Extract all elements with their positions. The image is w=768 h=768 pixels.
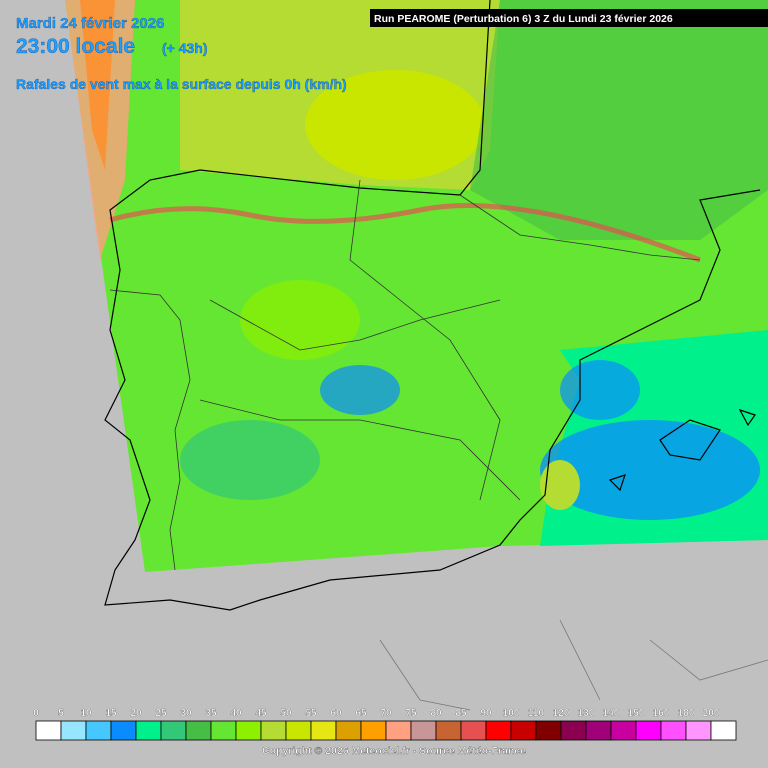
legend-swatch xyxy=(235,720,262,741)
low-gust-area xyxy=(540,420,760,520)
legend-label: 85 xyxy=(455,708,467,719)
legend-swatch xyxy=(635,720,662,741)
legend-swatch xyxy=(660,720,687,741)
legend-label: 90 xyxy=(480,708,492,719)
legend-label: 25 xyxy=(155,708,167,719)
legend-swatch xyxy=(185,720,212,741)
africa-borders xyxy=(379,619,768,711)
legend-swatch xyxy=(310,720,337,741)
legend-swatch xyxy=(110,720,137,741)
legend-label: 110 xyxy=(528,708,545,719)
legend-label: 30 xyxy=(180,708,192,719)
gust-area xyxy=(240,280,360,360)
legend-swatch xyxy=(460,720,487,741)
legend-label: 15 xyxy=(105,708,117,719)
legend-label: 150 xyxy=(628,708,645,719)
legend-swatch xyxy=(385,720,412,741)
low-gust-area xyxy=(320,365,400,415)
legend-swatch xyxy=(210,720,237,741)
legend-label: 35 xyxy=(205,708,217,719)
gust-area xyxy=(470,0,768,240)
legend-swatch xyxy=(135,720,162,741)
legend-swatch xyxy=(410,720,437,741)
borders xyxy=(109,179,701,571)
legend-swatch xyxy=(610,720,637,741)
legend-swatch xyxy=(60,720,87,741)
legend: 0 5 10 15 20 25 30 35 40 45 50 55 60 65 70 75 80 85 90 100 1… xyxy=(33,708,737,741)
legend-label: 65 xyxy=(355,708,367,719)
legend-label: 180 xyxy=(678,708,695,719)
legend-label: 120 xyxy=(553,708,570,719)
legend-label: 130 xyxy=(578,708,595,719)
legend-swatch xyxy=(560,720,587,741)
legend-label: 60 xyxy=(330,708,342,719)
legend-label: 160 xyxy=(653,708,670,719)
legend-label: 0 xyxy=(33,708,39,719)
legend-swatch xyxy=(585,720,612,741)
parameter: Rafales de vent max à la surface depuis … xyxy=(16,76,347,92)
legend-label: 50 xyxy=(280,708,292,719)
gust-area xyxy=(305,70,485,180)
legend-swatch xyxy=(35,720,62,741)
legend-swatch xyxy=(360,720,387,741)
copyright: Copyright © 2026 Meteociel.fr - Source M… xyxy=(262,745,526,757)
low-gust-area xyxy=(560,360,640,420)
legend-swatch xyxy=(535,720,562,741)
legend-swatch xyxy=(285,720,312,741)
legend-swatch xyxy=(435,720,462,741)
legend-label: 40 xyxy=(230,708,242,719)
legend-swatch xyxy=(260,720,287,741)
legend-label: 20 xyxy=(130,708,142,719)
run-banner xyxy=(370,9,768,27)
legend-swatch xyxy=(710,720,737,741)
legend-label: 100 xyxy=(503,708,520,719)
gust-area xyxy=(180,420,320,500)
legend-swatch xyxy=(510,720,537,741)
legend-swatch xyxy=(85,720,112,741)
strong-gust-area xyxy=(80,0,115,170)
legend-label: 140 xyxy=(603,708,620,719)
legend-swatch xyxy=(485,720,512,741)
gust-area xyxy=(540,460,580,510)
lead-time: (+ 43h) xyxy=(162,40,208,56)
coastlines xyxy=(104,0,761,611)
legend-label: 75 xyxy=(405,708,417,719)
legend-label: 10 xyxy=(80,708,92,719)
legend-label: 55 xyxy=(305,708,317,719)
legend-label: 70 xyxy=(380,708,392,719)
date: Mardi 24 février 2026 xyxy=(16,15,164,32)
legend-swatch xyxy=(685,720,712,741)
legend-label: 200 xyxy=(703,708,720,719)
time: 23:00 locale xyxy=(16,35,135,58)
legend-label: 45 xyxy=(255,708,267,719)
run-info: Run PEAROME (Perturbation 6) 3 Z du Lund… xyxy=(374,13,673,25)
legend-label: 80 xyxy=(430,708,442,719)
legend-swatch xyxy=(335,720,362,741)
mountain-gusts xyxy=(109,203,701,263)
legend-swatch xyxy=(160,720,187,741)
legend-label: 5 xyxy=(58,708,64,719)
